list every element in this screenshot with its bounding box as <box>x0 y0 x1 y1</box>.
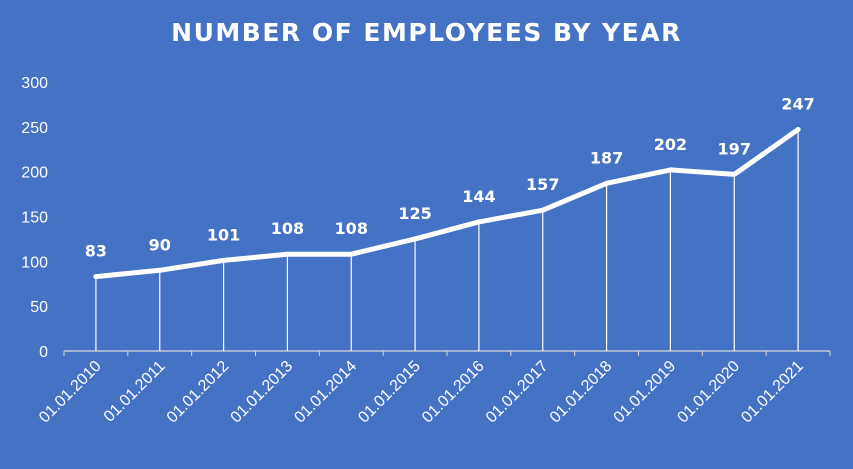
y-tick-label: 200 <box>21 165 48 182</box>
x-tick-label: 01.01.2013 <box>228 358 297 427</box>
data-point <box>157 267 163 273</box>
data-point <box>604 180 610 186</box>
data-point <box>795 127 801 133</box>
x-tick-label: 01.01.2010 <box>36 358 105 427</box>
x-tick-label: 01.01.2012 <box>164 358 233 427</box>
data-label: 157 <box>526 175 559 194</box>
data-point <box>667 167 673 173</box>
data-label: 197 <box>718 139 751 158</box>
y-tick-label: 50 <box>30 299 48 316</box>
x-tick-label: 01.01.2019 <box>611 358 680 427</box>
data-point <box>348 251 354 257</box>
x-tick-label: 01.01.2018 <box>547 358 616 427</box>
data-label: 125 <box>398 204 431 223</box>
x-tick-label: 01.01.2014 <box>291 358 360 427</box>
x-tick-label: 01.01.2021 <box>738 358 807 427</box>
data-label: 187 <box>590 148 623 167</box>
data-point <box>412 236 418 242</box>
data-point <box>731 171 737 177</box>
y-tick-label: 150 <box>21 210 48 227</box>
data-label: 101 <box>207 225 240 244</box>
y-tick-label: 100 <box>21 254 48 271</box>
data-label: 83 <box>85 242 107 261</box>
x-tick-label: 01.01.2011 <box>101 358 169 426</box>
chart-title: NUMBER OF EMPLOYEES BY YEAR <box>171 18 682 47</box>
y-tick-label: 300 <box>21 75 48 92</box>
x-tick-label: 01.01.2015 <box>355 358 424 427</box>
x-tick-label: 01.01.2017 <box>483 358 552 427</box>
data-label: 108 <box>271 219 304 238</box>
data-label: 108 <box>335 219 368 238</box>
x-tick-label: 01.01.2020 <box>674 358 743 427</box>
y-tick-label: 0 <box>39 344 48 361</box>
y-tick-label: 250 <box>21 120 48 137</box>
data-label: 202 <box>654 135 687 154</box>
series-line <box>93 127 801 280</box>
data-label: 144 <box>462 187 495 206</box>
data-label: 247 <box>781 95 814 114</box>
data-point <box>221 257 227 263</box>
data-point <box>476 219 482 225</box>
data-label: 90 <box>149 235 171 254</box>
data-point <box>284 251 290 257</box>
data-point <box>93 274 99 280</box>
data-point <box>540 207 546 213</box>
x-tick-label: 01.01.2016 <box>419 358 488 427</box>
